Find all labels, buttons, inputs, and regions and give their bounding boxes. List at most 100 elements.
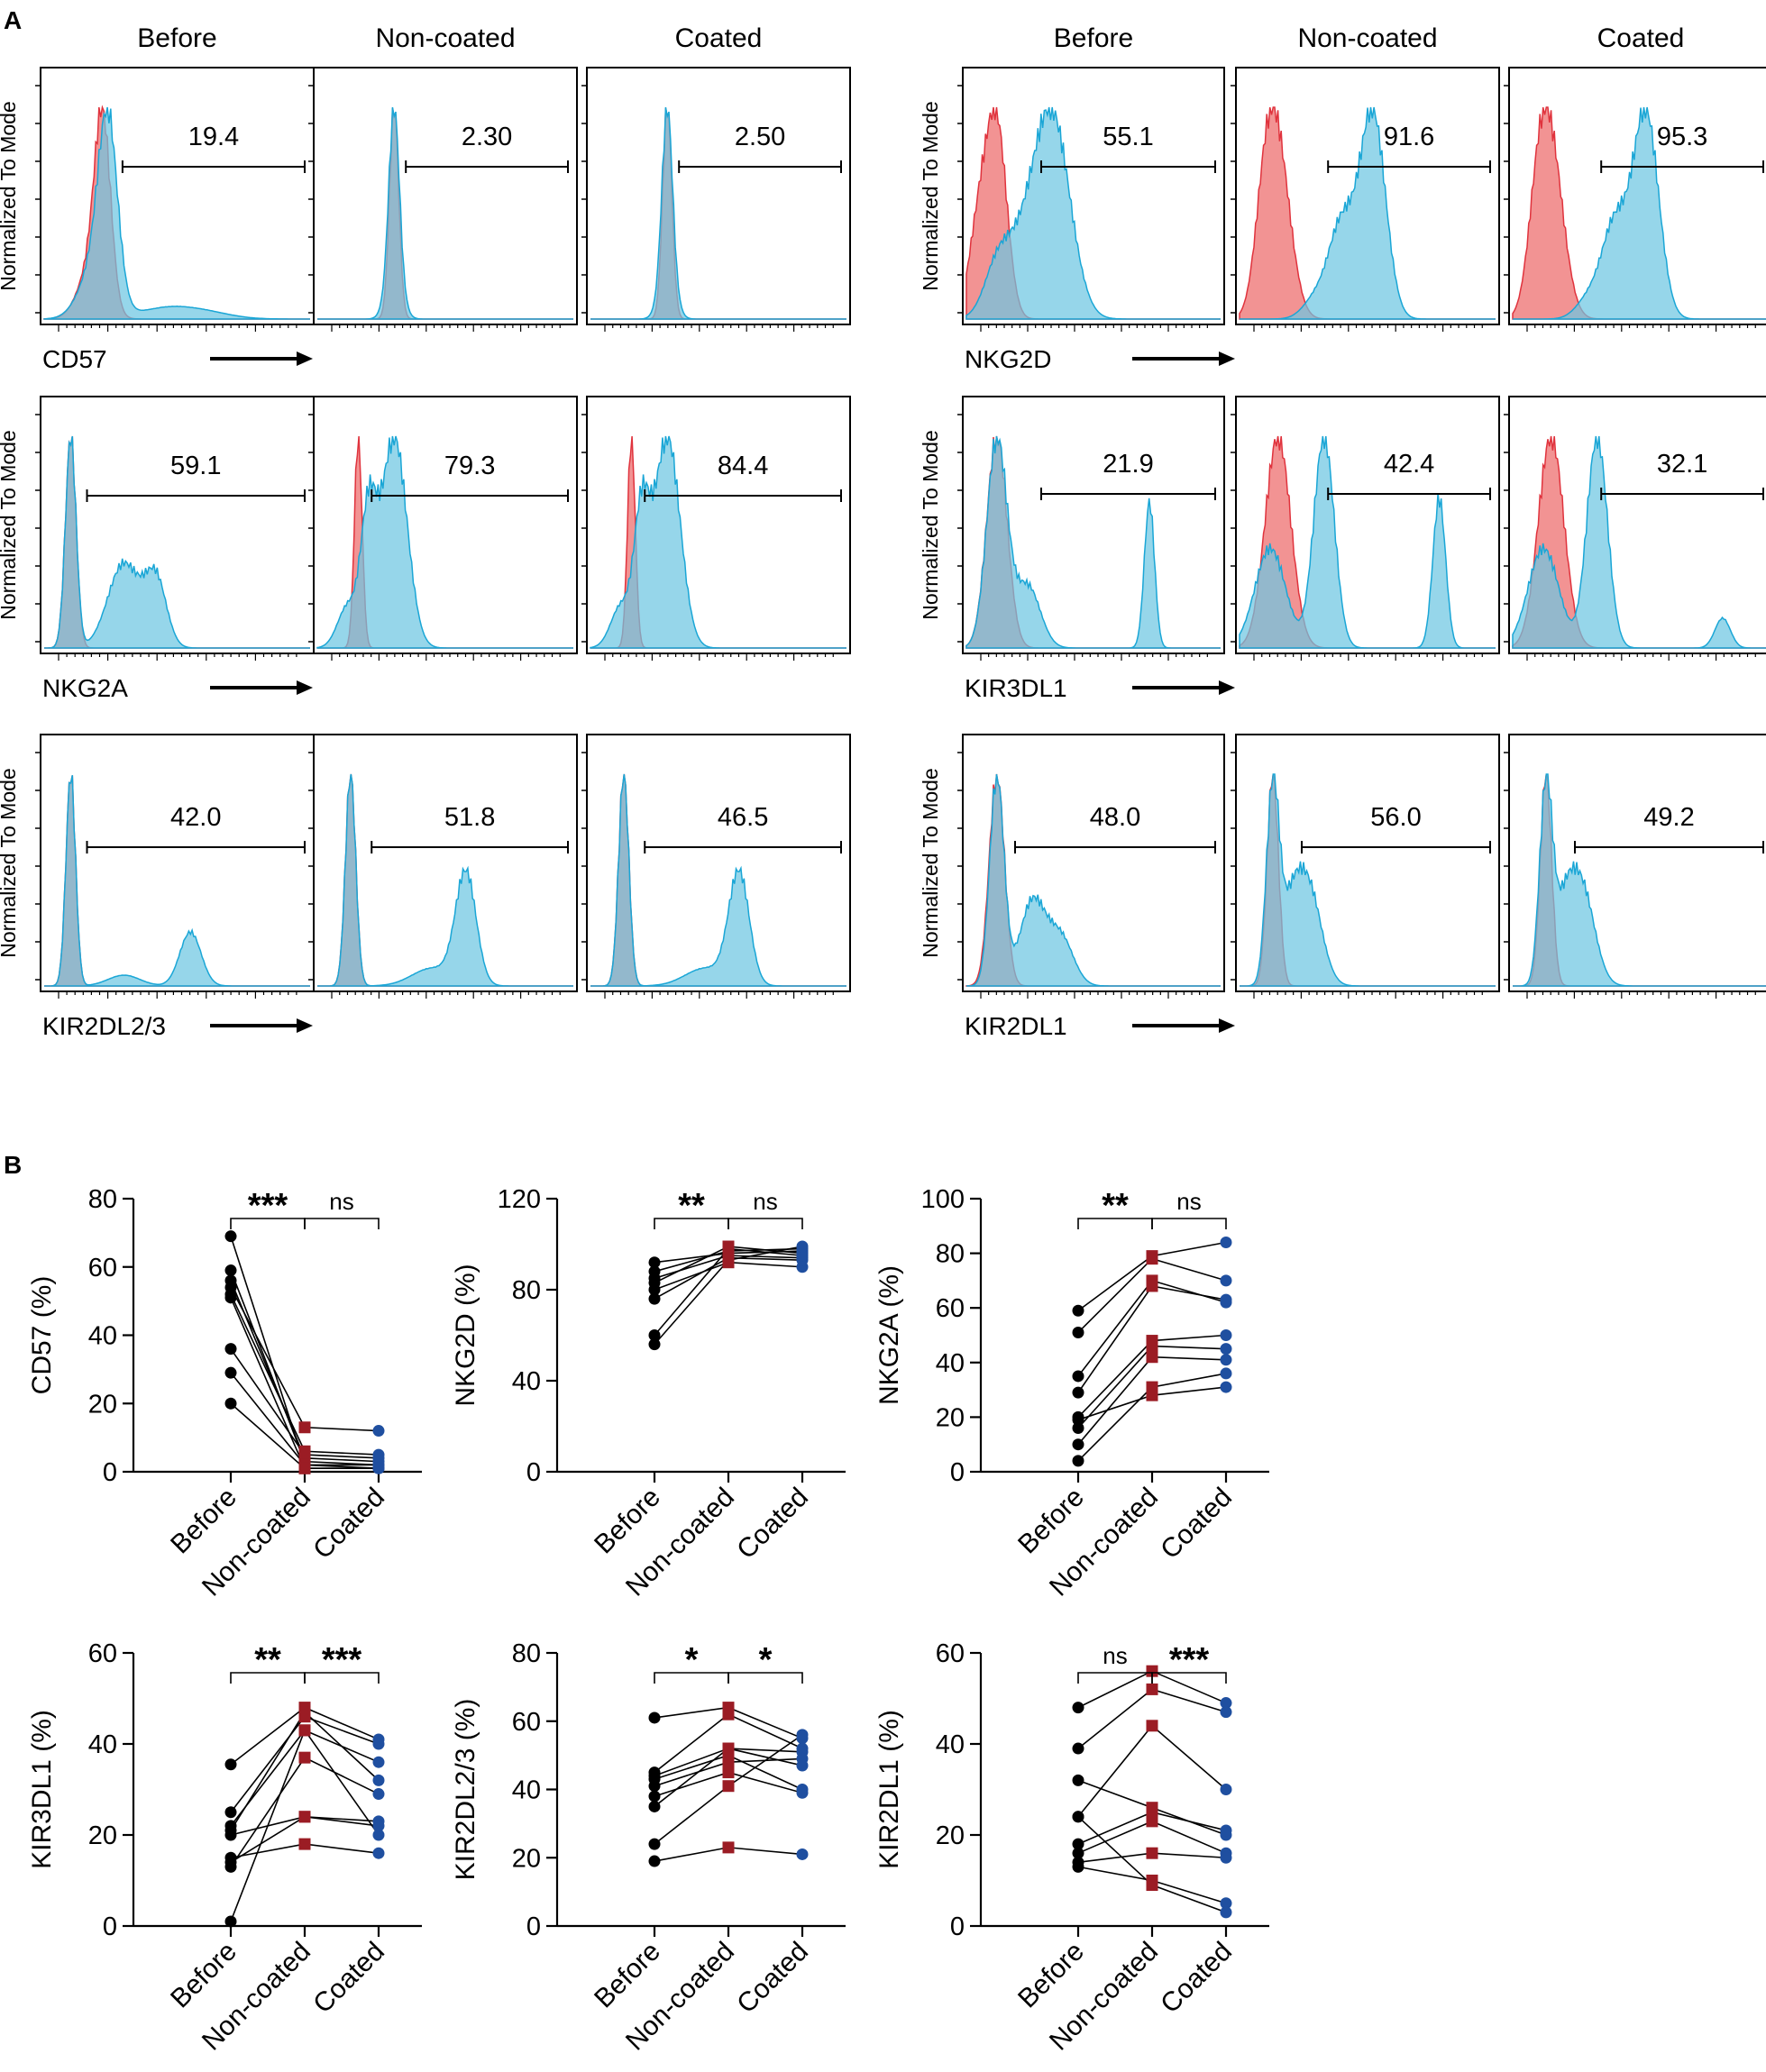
data-point-circle bbox=[1220, 1236, 1232, 1248]
significance-bracket bbox=[727, 1218, 803, 1229]
marker-histogram bbox=[1513, 106, 1766, 320]
marker-label: KIR2DL1 bbox=[965, 1012, 1067, 1040]
gate-value: 79.3 bbox=[444, 452, 495, 480]
data-point-circle bbox=[224, 1343, 237, 1355]
control-histogram bbox=[317, 108, 573, 320]
gate-value: 56.0 bbox=[1370, 803, 1421, 832]
histogram-frame bbox=[313, 396, 578, 654]
y-tick-label: 100 bbox=[921, 1185, 965, 1214]
y-axis-label: Normalized To Mode bbox=[919, 768, 942, 958]
y-tick-label: 80 bbox=[512, 1639, 541, 1668]
data-point-square bbox=[1146, 1351, 1158, 1364]
pair-line bbox=[230, 1280, 380, 1463]
significance-label: *** bbox=[248, 1187, 288, 1225]
gate-value: 19.4 bbox=[188, 123, 239, 151]
data-point-circle bbox=[1220, 1897, 1232, 1910]
data-point-circle bbox=[1220, 1367, 1232, 1380]
data-point-circle bbox=[796, 1759, 809, 1772]
gate-value: 42.4 bbox=[1384, 450, 1434, 479]
data-point-circle bbox=[1072, 1386, 1084, 1399]
y-axis-title: KIR3DL1 (%) bbox=[27, 1710, 57, 1869]
data-point-circle bbox=[796, 1249, 809, 1262]
y-tick-label: 80 bbox=[512, 1276, 541, 1305]
data-point-circle bbox=[372, 1462, 385, 1474]
marker-label: KIR2DL2/3 bbox=[42, 1012, 166, 1040]
histogram-frame bbox=[1235, 396, 1500, 654]
significance-label: ** bbox=[1102, 1187, 1129, 1225]
histogram-kir2dl1-2: 49.2 bbox=[1504, 734, 1766, 999]
pair-line bbox=[230, 1297, 379, 1470]
y-tick-label: 40 bbox=[512, 1776, 541, 1805]
data-point-circle bbox=[1220, 1274, 1232, 1287]
marker-histogram bbox=[43, 106, 310, 320]
histogram-kir2dl2-3-1: 51.8 bbox=[308, 734, 578, 999]
y-axis-label: Normalized To Mode bbox=[0, 768, 20, 958]
histogram-kir2dl2-3-2: 46.5 bbox=[581, 734, 851, 999]
axis-arrowhead bbox=[1219, 351, 1235, 366]
significance-bracket bbox=[727, 1672, 803, 1684]
data-point-square bbox=[1146, 1720, 1158, 1732]
data-point-circle bbox=[1220, 1354, 1232, 1366]
data-point-circle bbox=[1072, 1438, 1084, 1451]
data-point-circle bbox=[1220, 1824, 1232, 1837]
condition-header: Non-coated bbox=[1297, 23, 1437, 53]
data-point-square bbox=[298, 1706, 311, 1719]
data-point-circle bbox=[796, 1240, 809, 1253]
data-point-circle bbox=[224, 1915, 237, 1928]
histogram-frame bbox=[1235, 67, 1500, 325]
histogram-frame bbox=[962, 67, 1225, 325]
data-point-circle bbox=[648, 1338, 661, 1351]
data-point-circle bbox=[224, 1860, 237, 1873]
significance-bracket bbox=[1151, 1218, 1227, 1229]
axis-arrowhead bbox=[297, 351, 313, 366]
data-point-circle bbox=[1072, 1860, 1084, 1873]
data-point-square bbox=[1146, 1280, 1158, 1292]
axis-arrowhead bbox=[1219, 1018, 1235, 1033]
histogram-frame bbox=[586, 734, 851, 992]
y-axis-title: KIR2DL2/3 (%) bbox=[451, 1699, 480, 1881]
data-point-circle bbox=[648, 1292, 661, 1305]
y-tick-label: 80 bbox=[936, 1240, 965, 1269]
y-axis-title: NKG2D (%) bbox=[451, 1264, 480, 1406]
histogram-panels: Normalized To Mode Before 19.4 Non-coated 2.… bbox=[0, 23, 1766, 1040]
y-tick-label: 0 bbox=[526, 1458, 541, 1487]
data-point-circle bbox=[1220, 1293, 1232, 1306]
marker-histogram bbox=[1512, 435, 1766, 649]
data-point-square bbox=[1146, 1340, 1158, 1353]
x-tick-label: Coated bbox=[1155, 1483, 1238, 1565]
gate-value: 48.0 bbox=[1090, 803, 1140, 832]
data-point-circle bbox=[648, 1800, 661, 1812]
y-tick-label: 20 bbox=[88, 1821, 117, 1850]
data-point-circle bbox=[224, 1230, 237, 1243]
data-point-square bbox=[1146, 1815, 1158, 1828]
marker-histogram bbox=[317, 106, 573, 320]
y-tick-label: 60 bbox=[88, 1639, 117, 1668]
y-tick-label: 40 bbox=[88, 1322, 117, 1351]
y-tick-label: 120 bbox=[498, 1185, 541, 1214]
y-tick-label: 80 bbox=[88, 1185, 117, 1214]
data-point-square bbox=[722, 1243, 735, 1255]
histogram-kir2dl1-0: 48.0 bbox=[957, 734, 1225, 999]
marker-label: NKG2D bbox=[965, 345, 1051, 373]
histogram-kir2dl1-1: 56.0 bbox=[1231, 734, 1500, 999]
y-axis-label: Normalized To Mode bbox=[0, 430, 20, 620]
y-tick-label: 40 bbox=[88, 1730, 117, 1759]
data-point-square bbox=[298, 1751, 311, 1764]
condition-header: Non-coated bbox=[375, 23, 515, 53]
y-tick-label: 20 bbox=[512, 1844, 541, 1873]
data-point-square bbox=[1146, 1806, 1158, 1819]
data-point-circle bbox=[224, 1758, 237, 1771]
data-point-square bbox=[1146, 1879, 1158, 1892]
data-point-circle bbox=[1072, 1304, 1084, 1317]
gate-value: 95.3 bbox=[1657, 123, 1707, 151]
significance-label: ** bbox=[254, 1641, 281, 1679]
axis-arrowhead bbox=[297, 1018, 313, 1033]
data-point-circle bbox=[796, 1786, 809, 1799]
data-point-circle bbox=[796, 1848, 809, 1860]
marker-histogram bbox=[965, 435, 1221, 649]
significance-bracket bbox=[1151, 1672, 1227, 1684]
y-tick-label: 20 bbox=[936, 1821, 965, 1850]
marker-histogram bbox=[590, 435, 846, 649]
y-tick-label: 60 bbox=[936, 1639, 965, 1668]
y-tick-label: 0 bbox=[103, 1912, 117, 1941]
